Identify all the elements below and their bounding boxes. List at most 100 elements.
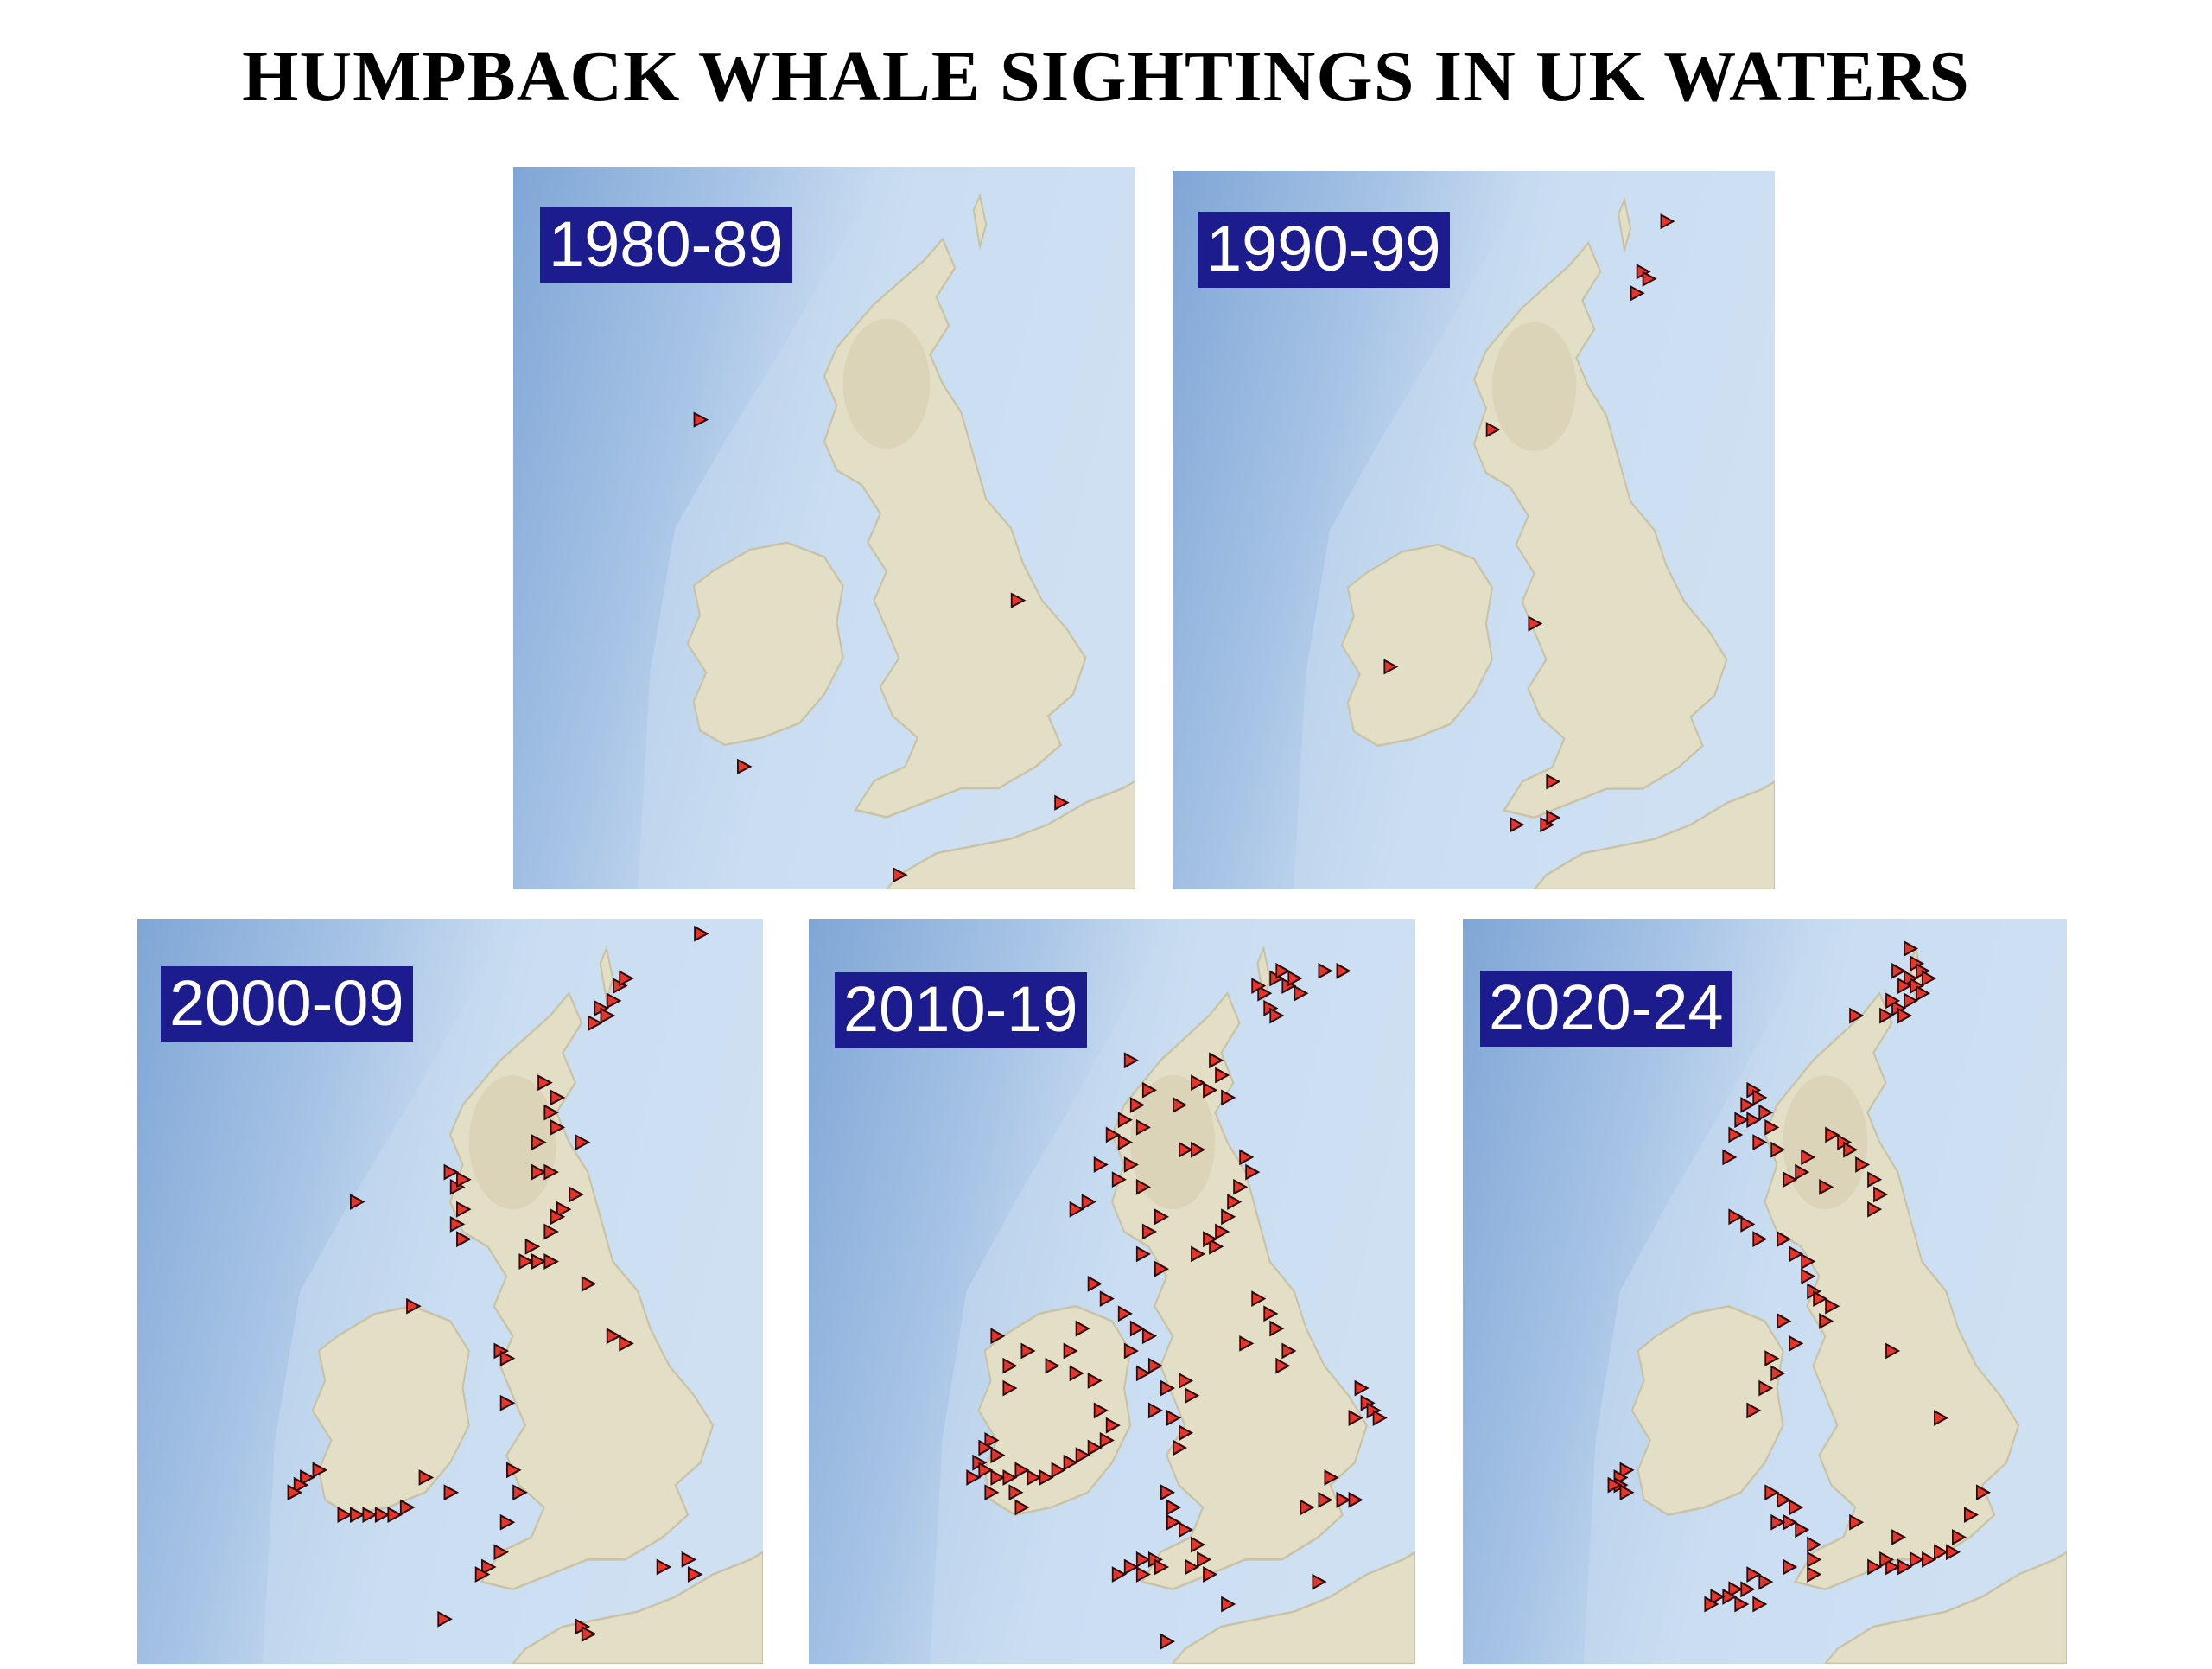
sighting-marker — [1087, 1373, 1103, 1389]
sighting-marker — [1746, 1402, 1762, 1419]
ireland-landmass — [977, 1304, 1132, 1516]
ireland-landmass — [311, 1304, 470, 1516]
sighting-marker — [600, 1007, 616, 1024]
sighting-marker — [1777, 1491, 1792, 1508]
sighting-marker — [1209, 1052, 1224, 1069]
sighting-marker — [1764, 1118, 1780, 1136]
sighting-marker — [1166, 1410, 1182, 1426]
sighting-marker — [681, 1551, 697, 1568]
sighting-marker — [1069, 1365, 1084, 1382]
sighting-marker — [1619, 1484, 1635, 1501]
sighting-marker — [1795, 1163, 1810, 1181]
sighting-marker — [449, 1215, 466, 1233]
sighting-marker — [978, 1462, 994, 1479]
sighting-marker — [990, 1447, 1006, 1464]
sighting-marker — [531, 1163, 547, 1181]
sighting-marker — [1203, 1081, 1218, 1099]
sighting-marker — [1348, 1491, 1363, 1508]
sighting-marker — [1154, 1260, 1170, 1277]
sighting-marker — [1722, 1149, 1738, 1166]
sighting-marker — [1630, 285, 1645, 302]
sighting-marker — [1129, 1320, 1145, 1337]
sighting-marker — [1160, 1379, 1176, 1397]
sighting-marker — [1300, 1499, 1315, 1516]
sighting-marker — [687, 1566, 703, 1583]
sighting-marker — [556, 1201, 572, 1218]
sighting-marker — [1093, 1402, 1109, 1419]
basemap — [1173, 171, 1775, 889]
ireland-landmass — [1340, 543, 1493, 748]
sighting-marker — [1318, 1491, 1333, 1508]
sighting-marker — [1897, 1007, 1913, 1024]
sighting-marker — [1801, 1268, 1816, 1285]
sighting-marker — [550, 1118, 566, 1136]
sighting-marker — [1855, 1156, 1871, 1173]
sighting-marker — [1777, 1313, 1792, 1329]
sighting-marker — [1002, 1379, 1018, 1397]
sighting-marker — [1867, 1171, 1883, 1188]
sighting-marker — [1209, 1238, 1224, 1255]
sighting-marker — [1752, 1596, 1768, 1613]
sighting-marker — [349, 1194, 365, 1210]
sighting-marker — [1117, 1134, 1133, 1151]
sighting-marker — [1221, 1089, 1236, 1106]
sighting-marker — [1348, 1410, 1363, 1426]
sighting-marker — [1191, 1074, 1206, 1092]
sighting-marker — [1227, 1194, 1243, 1210]
sighting-marker — [1734, 1596, 1750, 1613]
sighting-marker — [619, 970, 634, 987]
sighting-marker — [1789, 1499, 1804, 1516]
sighting-marker — [1728, 1581, 1744, 1598]
sighting-marker — [1233, 1178, 1249, 1195]
sighting-marker — [300, 1469, 315, 1486]
sighting-marker — [1269, 1320, 1285, 1337]
map-panel-2020-24: 2020-24 — [1463, 919, 2067, 1664]
sighting-marker — [1885, 992, 1901, 1010]
sighting-marker — [990, 1328, 1006, 1345]
sighting-marker — [1008, 1484, 1024, 1501]
sighting-marker — [1740, 1215, 1756, 1233]
sighting-marker — [1245, 1163, 1261, 1181]
sighting-marker — [1160, 1484, 1176, 1501]
sighting-marker — [1203, 1566, 1218, 1583]
sighting-marker — [1045, 1357, 1060, 1374]
sighting-marker — [1383, 659, 1399, 675]
sighting-marker — [1027, 1469, 1042, 1486]
sighting-marker — [543, 1104, 560, 1121]
sighting-marker — [1135, 1566, 1151, 1583]
sighting-marker — [1251, 1290, 1267, 1308]
map-panel-1980-89: 1980-89 — [513, 167, 1135, 889]
sighting-marker — [990, 1469, 1006, 1486]
sighting-marker — [1728, 1208, 1744, 1226]
sighting-marker — [1069, 1201, 1084, 1218]
sighting-marker — [1257, 984, 1273, 1002]
sighting-marker — [984, 1484, 1000, 1501]
sighting-marker — [1111, 1171, 1127, 1188]
sighting-marker — [1819, 1313, 1834, 1329]
sighting-marker — [1054, 794, 1070, 811]
sighting-marker — [1904, 992, 1919, 1010]
highlands-relief — [1491, 322, 1577, 452]
sighting-marker — [588, 1015, 603, 1032]
sighting-marker — [1801, 1253, 1816, 1270]
highlands-relief — [1130, 1075, 1216, 1210]
sighting-marker — [1154, 1208, 1170, 1226]
sighting-marker — [1020, 1342, 1036, 1360]
sighting-marker — [481, 1558, 497, 1576]
sighting-marker — [1849, 1513, 1865, 1531]
sighting-marker — [1063, 1342, 1078, 1360]
sighting-marker — [1660, 213, 1675, 230]
sighting-marker — [1807, 1551, 1822, 1568]
sighting-marker — [1746, 1566, 1762, 1583]
sighting-marker — [1239, 1335, 1255, 1352]
sighting-marker — [1147, 1402, 1164, 1419]
sighting-marker — [1885, 1558, 1901, 1576]
sighting-marker — [1952, 1529, 1967, 1545]
sighting-marker — [1141, 1081, 1157, 1099]
sighting-marker — [1807, 1566, 1822, 1583]
sighting-marker — [1173, 1097, 1188, 1113]
sighting-marker — [1160, 1633, 1176, 1650]
sighting-marker — [1546, 809, 1561, 825]
decade-label: 2000-09 — [161, 966, 413, 1042]
sighting-marker — [1770, 1513, 1786, 1531]
